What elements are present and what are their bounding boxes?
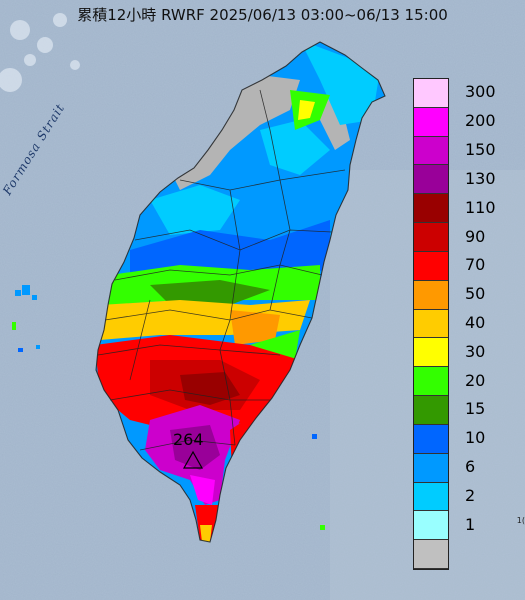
- map-title: 累積12小時 RWRF 2025/06/13 03:00~06/13 15:00: [77, 6, 448, 24]
- legend-swatch: [414, 424, 448, 454]
- color-legend: [413, 78, 449, 570]
- legend-swatch: [414, 540, 448, 569]
- max-value-label: 264: [173, 430, 204, 449]
- legend-label: 50: [465, 284, 486, 304]
- legend-swatch: [414, 223, 448, 252]
- legend-swatch: [414, 165, 448, 195]
- legend-label: 1: [465, 514, 476, 534]
- legend-swatch: [414, 194, 448, 224]
- legend-swatch: [414, 453, 448, 483]
- legend-swatch: [414, 136, 448, 166]
- legend-label: 40: [465, 313, 486, 332]
- legend-swatch: [414, 338, 448, 368]
- legend-label: 110: [465, 197, 496, 217]
- legend-label: 10: [465, 428, 486, 448]
- county-boundaries: [95, 41, 386, 543]
- legend-label: 2: [465, 485, 476, 505]
- max-marker-icon: [182, 450, 204, 469]
- legend-swatch: [414, 511, 448, 541]
- legend-swatch: [414, 280, 448, 310]
- legend-swatch: [414, 482, 448, 512]
- legend-label: 300: [465, 82, 496, 102]
- legend-swatch: [414, 107, 448, 137]
- legend-swatch: [414, 79, 448, 108]
- legend-swatch: [414, 367, 448, 397]
- legend-label: 70: [465, 255, 486, 275]
- legend-swatch: [414, 309, 448, 339]
- legend-label: 150: [465, 140, 496, 160]
- legend-label: 20: [465, 370, 486, 390]
- legend-swatch: [414, 251, 448, 281]
- cloud-speckle: [0, 13, 80, 92]
- legend-label: 200: [465, 111, 496, 131]
- legend-label: 130: [465, 168, 496, 188]
- legend-label: 6: [465, 457, 476, 477]
- corner-text: 1(: [516, 516, 525, 525]
- legend-label: 15: [465, 399, 486, 419]
- legend-label: 30: [465, 341, 486, 361]
- legend-swatch: [414, 396, 448, 425]
- penghu-echo: [12, 285, 40, 352]
- legend-label: 90: [465, 226, 486, 246]
